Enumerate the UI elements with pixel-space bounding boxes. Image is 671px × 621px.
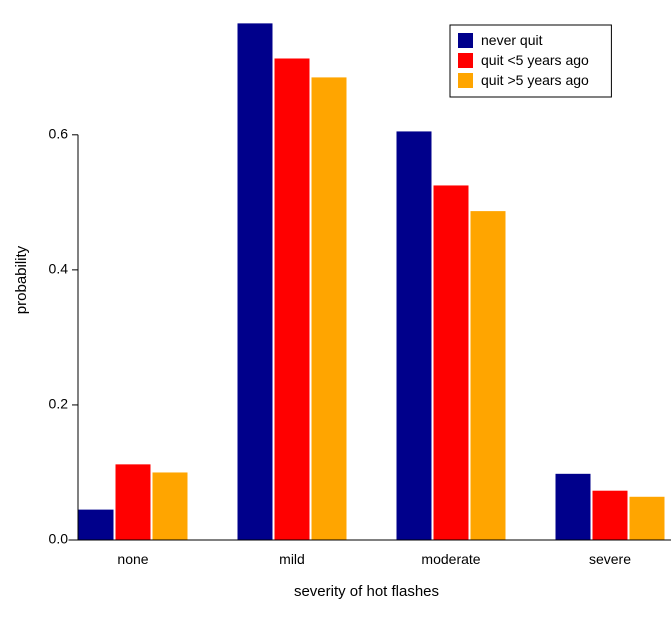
x-tick-label: none: [117, 551, 148, 567]
bar: [238, 23, 273, 540]
bar: [275, 58, 310, 540]
legend-label: quit <5 years ago: [481, 52, 589, 68]
y-axis-label: probability: [13, 245, 30, 314]
bar: [556, 474, 591, 540]
bar: [312, 77, 347, 540]
legend-swatch: [458, 33, 473, 48]
x-tick-label: severe: [589, 551, 631, 567]
bar: [630, 497, 665, 540]
bar: [434, 185, 469, 540]
x-tick-label: mild: [279, 551, 305, 567]
legend-label: quit >5 years ago: [481, 72, 589, 88]
bar-chart: 0.0 0.2 0.4 0.6 probability none mild moderate s…: [0, 0, 671, 621]
y-tick-label: 0.2: [49, 396, 69, 412]
x-tick-label: moderate: [421, 551, 480, 567]
bar: [593, 491, 628, 540]
bar: [471, 211, 506, 540]
chart-container: 0.0 0.2 0.4 0.6 probability none mild moderate s…: [0, 0, 671, 621]
bar: [153, 472, 188, 540]
bar: [79, 510, 114, 540]
legend-swatch: [458, 73, 473, 88]
legend-label: never quit: [481, 32, 543, 48]
legend-swatch: [458, 53, 473, 68]
x-axis-label: severity of hot flashes: [294, 583, 439, 600]
y-tick-label: 0.4: [49, 261, 69, 277]
y-tick-label: 0.6: [49, 126, 69, 142]
bar: [397, 131, 432, 540]
bar: [116, 464, 151, 540]
y-tick-label: 0.0: [49, 531, 69, 547]
